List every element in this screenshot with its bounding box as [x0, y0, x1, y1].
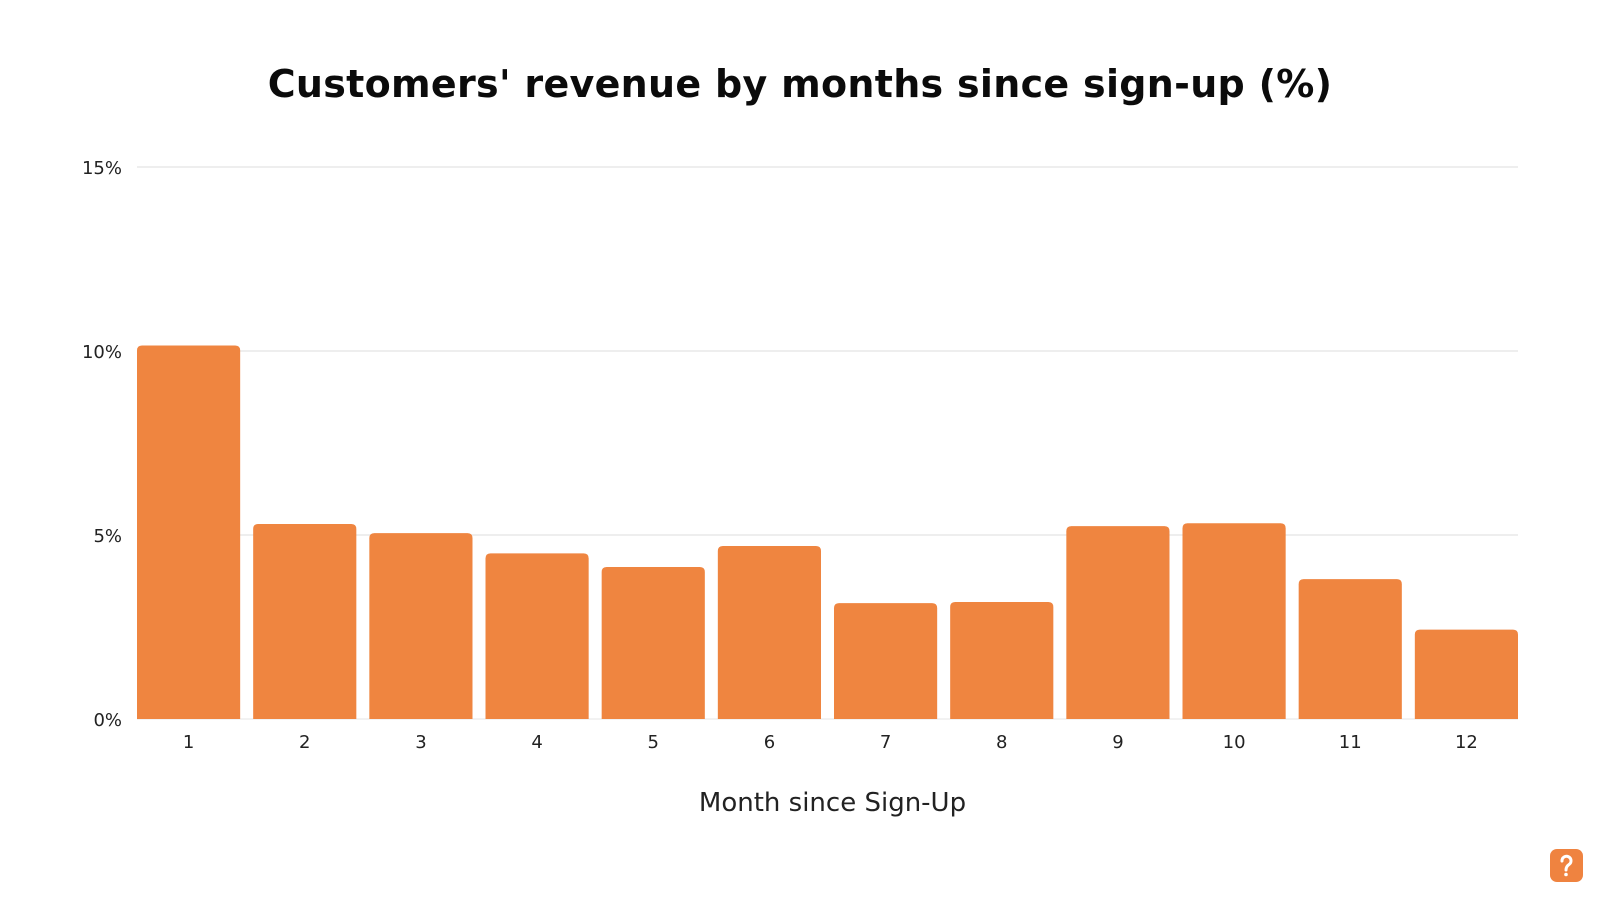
- x-tick-label: 5: [648, 732, 659, 753]
- x-tick-label: 10: [1223, 732, 1246, 753]
- chart-title: Customers' revenue by months since sign-…: [267, 62, 1333, 106]
- bar: [253, 523, 357, 719]
- y-tick-label: 5%: [93, 526, 122, 547]
- x-tick-label: 7: [880, 732, 891, 753]
- bar: [950, 601, 1054, 719]
- x-tick-label: 6: [764, 732, 775, 753]
- bar: [717, 546, 821, 719]
- x-tick-label: 1: [183, 732, 194, 753]
- bar: [369, 533, 473, 719]
- bar: [601, 567, 705, 719]
- x-tick-label: 9: [1112, 732, 1123, 753]
- y-tick-label: 0%: [93, 710, 122, 731]
- bar: [485, 553, 589, 719]
- x-tick-label: 3: [415, 732, 426, 753]
- x-axis-label: Month since Sign-Up: [698, 788, 967, 818]
- bar: [834, 603, 938, 719]
- bar: [1182, 523, 1286, 719]
- y-tick-label: 15%: [82, 158, 122, 179]
- bar: [1298, 579, 1402, 719]
- x-tick-label: 2: [299, 732, 310, 753]
- bar: [1414, 629, 1518, 719]
- x-tick-label: 8: [996, 732, 1007, 753]
- brand-logo-icon: [1550, 849, 1583, 882]
- bar: [1066, 526, 1170, 719]
- x-tick-label: 11: [1339, 732, 1362, 753]
- x-tick-label: 12: [1455, 732, 1478, 753]
- y-tick-label: 10%: [82, 342, 122, 363]
- bar: [137, 345, 241, 719]
- x-tick-label: 4: [531, 732, 542, 753]
